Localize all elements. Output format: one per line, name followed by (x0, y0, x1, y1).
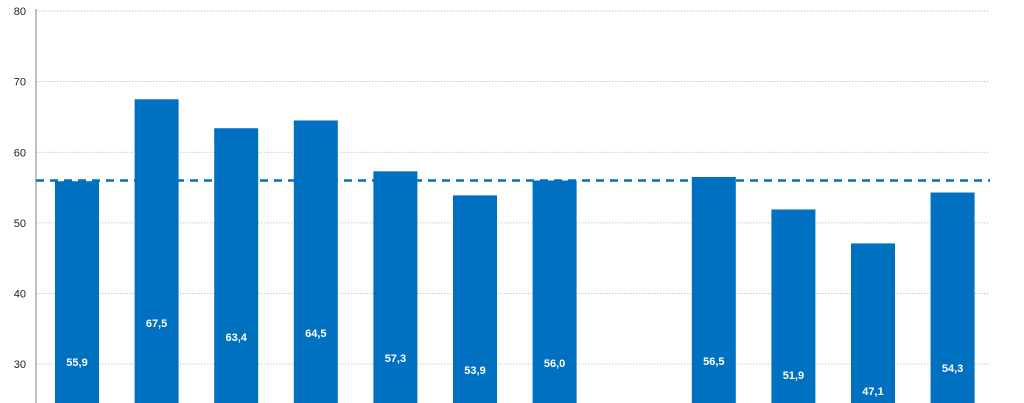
y-axis-tick-labels: 30 40 50 60 70 80 (14, 6, 26, 371)
bar-value-label: 56,5 (703, 356, 724, 368)
y-tick-label: 50 (14, 218, 26, 230)
bar (851, 243, 895, 403)
bar-value-label: 54,3 (942, 363, 963, 375)
y-tick-label: 70 (14, 77, 26, 89)
bar-value-label: 47,1 (862, 386, 883, 398)
bar (134, 99, 179, 403)
bar (532, 180, 577, 403)
bars (55, 99, 975, 403)
bar-value-label: 67,5 (146, 318, 167, 330)
bar (373, 171, 418, 403)
bar-value-label: 56,0 (544, 358, 565, 370)
bar (55, 181, 99, 403)
bar (771, 209, 816, 403)
y-tick-label: 30 (14, 359, 26, 371)
gridlines (36, 10, 990, 365)
bar-value-label: 57,3 (385, 353, 406, 365)
bar-value-label: 64,5 (305, 328, 326, 340)
y-tick-label: 40 (14, 289, 26, 301)
bar (293, 120, 338, 403)
bar (214, 128, 259, 403)
bar (691, 176, 736, 403)
bar (453, 195, 497, 403)
y-tick-label: 80 (14, 6, 26, 18)
bar-value-label: 63,4 (225, 332, 247, 344)
bar-value-label: 51,9 (783, 370, 804, 382)
y-tick-label: 60 (14, 147, 26, 159)
bar-value-label: 53,9 (464, 365, 485, 377)
bar (930, 192, 975, 403)
bar-value-label: 55,9 (66, 357, 87, 369)
data-labels: 55,9 67,5 63,4 64,5 57,3 53,9 56,0 56,5 51,9 47,1… (66, 318, 963, 398)
